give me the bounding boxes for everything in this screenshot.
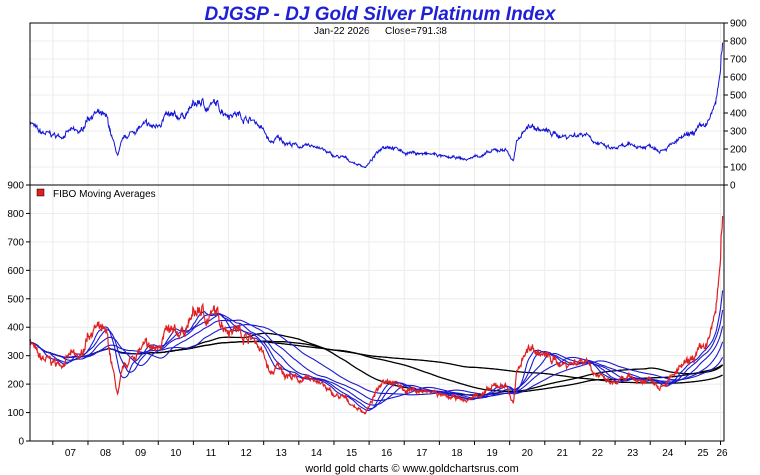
- top-y-tick-label: 800: [730, 37, 747, 48]
- x-tick-label: 23: [627, 448, 639, 459]
- bottom-grid: [30, 185, 724, 441]
- price-series-line: [29, 42, 724, 169]
- x-tick-label: 22: [592, 448, 604, 459]
- x-tick-label: 10: [170, 448, 182, 459]
- top-grid: [30, 23, 724, 185]
- price-red-line: [29, 215, 724, 415]
- bottom-y-tick-label: 600: [7, 266, 24, 277]
- x-axis: 07 08 09 10 11 12 13 14 15 16 17 18 19 20 21 22 23 24 25 26: [52, 441, 728, 459]
- x-tick-label: 24: [662, 448, 674, 459]
- ma-line-8: [29, 290, 724, 411]
- top-y-tick-label: 200: [730, 145, 747, 156]
- date-label: Jan-22 2026: [314, 26, 370, 37]
- bottom-y-tick-label: 800: [7, 209, 24, 220]
- x-tick-label: 25: [697, 448, 709, 459]
- x-tick-label: 26: [716, 448, 728, 459]
- top-y-tick-label: 600: [730, 73, 747, 84]
- ma-line-34: [29, 319, 724, 402]
- x-tick-label: 13: [276, 448, 288, 459]
- x-tick-label: 17: [416, 448, 428, 459]
- bottom-panel-frame: [29, 184, 725, 442]
- top-y-axis: 0 100 200 300 400 500 600 700 800 900: [724, 19, 747, 192]
- top-y-tick-label: 500: [730, 91, 747, 102]
- bottom-y-tick-label: 400: [7, 323, 24, 334]
- bottom-y-axis: 0 100 200 300 400 500 600 700 800 900: [7, 181, 30, 448]
- top-y-tick-label: 100: [730, 163, 747, 174]
- x-tick-label: 20: [522, 448, 534, 459]
- bottom-y-tick-label: 700: [7, 237, 24, 248]
- bottom-series: [29, 215, 724, 415]
- x-tick-label: 09: [135, 448, 147, 459]
- bottom-ma-panel: 0 100 200 300 400 500 600 700 800 900 07 08 09 10 11 1…: [7, 181, 728, 460]
- x-tick-label: 07: [65, 448, 77, 459]
- top-y-tick-label: 0: [730, 181, 736, 192]
- top-y-tick-label: 900: [730, 19, 747, 30]
- ma-line-55: [29, 324, 724, 396]
- x-tick-label: 19: [487, 448, 499, 459]
- x-tick-label: 21: [557, 448, 569, 459]
- ma-line-21: [29, 313, 724, 406]
- bottom-y-tick-label: 200: [7, 380, 24, 391]
- bottom-y-tick-label: 500: [7, 294, 24, 305]
- bottom-y-tick-label: 100: [7, 408, 24, 419]
- close-label: Close=791.38: [385, 26, 447, 37]
- footer-credit: world gold charts © www.goldchartsrus.co…: [304, 463, 519, 475]
- x-tick-label: 14: [311, 448, 323, 459]
- x-tick-label: 18: [451, 448, 463, 459]
- ma-line-89: [29, 332, 724, 396]
- x-tick-label: 08: [100, 448, 112, 459]
- bottom-y-tick-label: 0: [18, 437, 24, 448]
- top-y-tick-label: 700: [730, 55, 747, 66]
- chart-title: DJGSP - DJ Gold Silver Platinum Index: [205, 4, 557, 25]
- x-tick-label: 16: [381, 448, 393, 459]
- x-tick-label: 12: [241, 448, 253, 459]
- legend-swatch: [36, 188, 45, 197]
- top-y-tick-label: 300: [730, 127, 747, 138]
- x-tick-label: 11: [206, 448, 217, 459]
- bottom-y-tick-label: 300: [7, 351, 24, 362]
- top-y-tick-label: 400: [730, 109, 747, 120]
- top-panel-frame: [29, 22, 725, 186]
- legend-label: FIBO Moving Averages: [53, 189, 156, 200]
- x-tick-label: 15: [346, 448, 358, 459]
- bottom-y-tick-label: 900: [7, 181, 24, 192]
- ma-line-13: [29, 309, 724, 410]
- top-price-panel: 0 100 200 300 400 500 600 700 800 900: [29, 19, 747, 192]
